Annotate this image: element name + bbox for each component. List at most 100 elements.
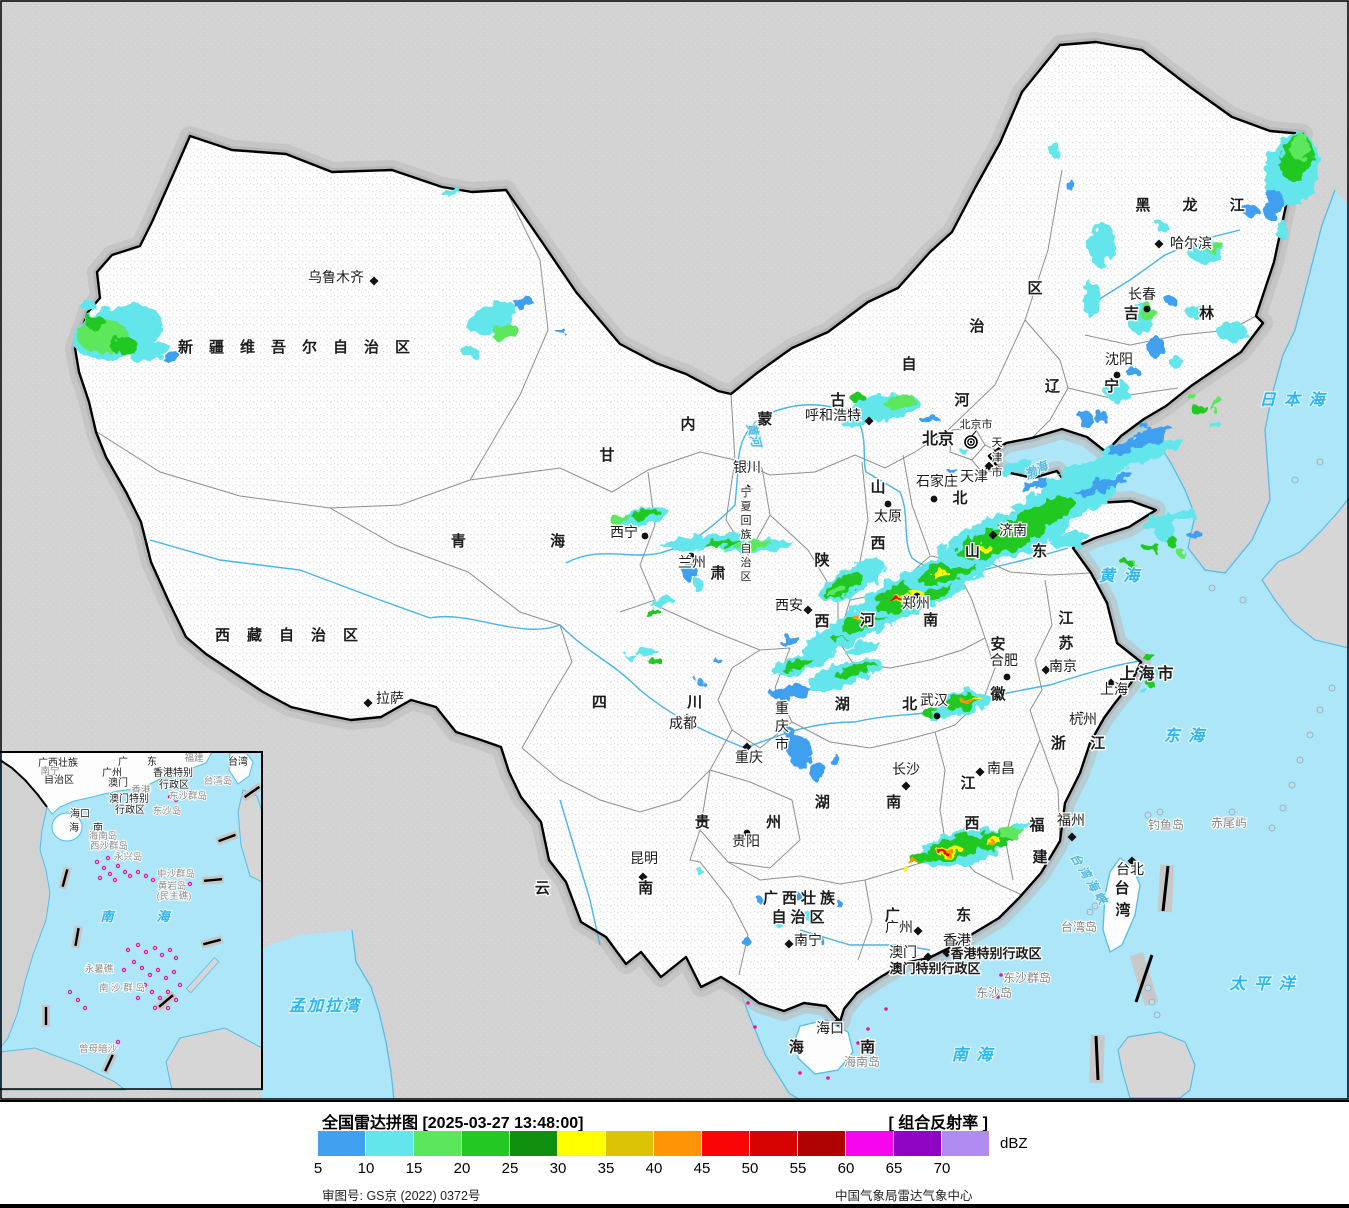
province-label: 河 南 [860,611,960,629]
radar-echo-r [939,850,947,856]
inset-dash-line [203,878,223,882]
radar-echo-c [776,922,784,928]
radar-echo-b [1079,411,1093,429]
radar-echo-b [921,415,939,425]
radar-echo-b [789,892,803,902]
islet [1228,808,1236,816]
bottom-border-bar [0,1204,1349,1208]
city-marker-dot [884,500,892,508]
inset-island-marker [149,989,155,995]
inset-label: 西沙群岛 [90,840,128,852]
city-label: 福州 [1057,812,1085,828]
inset-island-marker [171,969,177,975]
radar-echo-c [661,533,745,551]
sea-label: 南 海 [952,1046,995,1064]
radar-echo-b [1076,472,1134,498]
radar-echo-b [1126,367,1140,377]
colorbar-segment [846,1131,893,1156]
colorbar-tick: 10 [357,1160,375,1177]
city-label: 长沙 [892,761,920,777]
inset-label: 海口 [70,807,90,820]
city-marker-diamond [942,948,952,958]
city-label: 呼和浩特 [805,407,861,423]
province-label: 江 [1058,609,1073,627]
radar-echo-c [649,597,675,607]
island-marker [866,1027,870,1031]
inset-island-marker [135,869,141,875]
radar-echo-g [1120,559,1132,565]
island-marker [884,1007,888,1011]
geo-label: 赤尾屿 [1211,816,1247,830]
city-label: 长春 [1128,286,1156,302]
inset-label: 澳门 [108,776,128,789]
province-label: 自治区 [771,908,828,926]
islet [1153,1011,1161,1019]
city-marker-diamond [1041,665,1051,675]
city-marker-dot [641,532,649,540]
inset-island-marker [165,1005,171,1011]
radar-echo-g [1143,544,1161,552]
radar-echo-b [770,684,810,700]
province-label: 宁夏回族自治区 [741,485,752,583]
province-label: 内 [680,415,695,433]
radar-echo-lg [1290,134,1310,160]
radar-echo-c [1050,142,1060,158]
inset-island-marker [94,859,100,865]
radar-echo-b [162,350,182,362]
inset-island-marker [82,1005,88,1011]
island-marker [856,1041,860,1045]
map-canvas: 乌鲁木齐 哈尔滨 长春 沈阳 北京 天津 石家庄 太原 济南 郑州 合肥 南京 上海 杭州 福州 台北 南昌 长沙… [0,0,1349,1101]
colorbar-segment [654,1131,701,1156]
colorbar-segment [510,1131,557,1156]
credit-text: 中国气象局雷达气象中心 [835,1189,973,1203]
city-marker-dot [1113,371,1121,379]
inset-label: 中沙群岛 [157,868,195,880]
city-marker-dot [913,592,921,600]
inset-label: 东 [147,755,157,768]
radar-echo-lg [492,323,518,341]
province-label: 肃 [710,564,725,582]
colorbar-segment [798,1131,845,1156]
city-label: 拉萨 [376,690,404,706]
inset-island-marker [125,947,131,953]
radar-echo-c [1083,282,1101,318]
radar-echo-b [1107,426,1173,456]
radar-echo-c [1209,421,1221,429]
inset-label: (民主礁) [157,890,192,902]
radar-echo-g [1192,405,1208,415]
province-label: 重庆市 [775,700,789,752]
radar-echo-b [830,754,840,766]
city-label: 西宁 [610,524,638,540]
radar-echo-c [1088,223,1116,267]
radar-echo-c [1050,531,1090,549]
city-marker-dot [930,495,938,503]
radar-echo-c [80,300,96,310]
colorbar-segment [462,1131,509,1156]
radar-echo-g [1144,654,1156,662]
city-label: 哈尔滨 [1170,235,1212,251]
island-marker [989,993,993,997]
radar-echo-b [1094,410,1108,424]
geo-label: 海南岛 [844,1054,880,1069]
taiwan-island [1102,857,1141,953]
radar-echo-o [961,697,975,705]
province-label: 西 [870,535,885,552]
inset-label: 海南岛 [89,830,118,842]
inset-island-marker [177,982,183,988]
inset-island-marker [155,967,161,973]
yangtze-river [429,616,1141,749]
sea-label: 东 海 [1164,727,1207,745]
city-label: 武汉 [920,692,948,708]
inset-island-marker [143,949,149,955]
inset-dash-line [104,1054,114,1072]
inset-island-marker [127,982,133,988]
province-label: 西 [964,815,979,832]
province-label: 山 东 [965,542,1071,560]
radar-echo-c [1139,687,1147,693]
unit-label: dBZ [1000,1135,1028,1152]
inset-dash-line [243,785,261,799]
islet [1316,706,1324,714]
inset-label: 南宁 [40,765,59,777]
